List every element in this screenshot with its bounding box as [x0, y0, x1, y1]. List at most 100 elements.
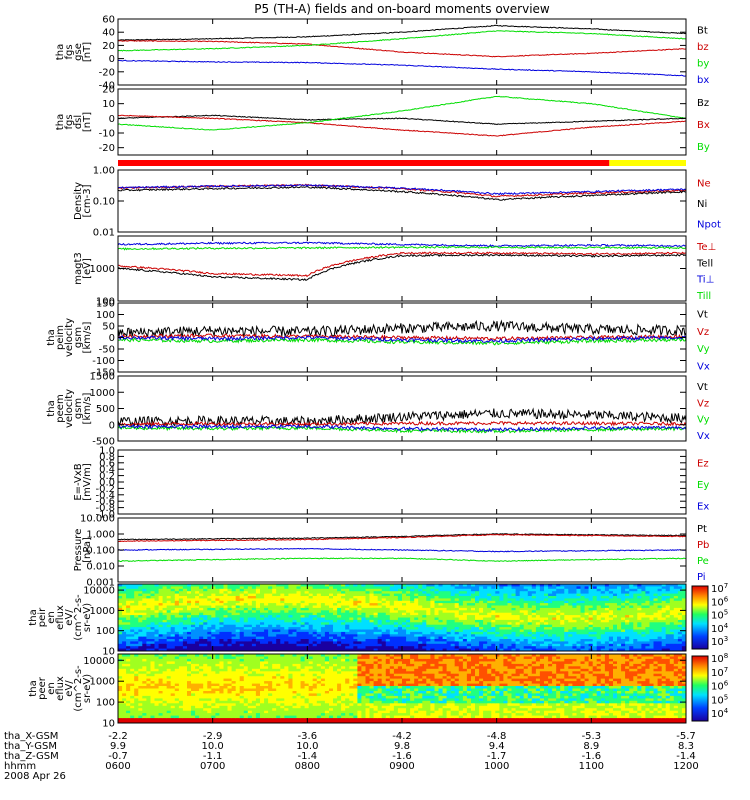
heatmap-9-cell [369, 643, 375, 647]
heatmap-9-cell [596, 622, 602, 626]
heatmap-9-cell [284, 641, 289, 645]
heatmap-9-cell [134, 584, 139, 587]
heatmap-9-cell [572, 634, 577, 638]
heatmap-9-cell [239, 598, 245, 602]
heatmap-10-cell [174, 713, 180, 717]
heatmap-9-cell [596, 615, 602, 618]
heatmap-9-cell [268, 619, 273, 623]
heatmap-10-cell [195, 661, 200, 665]
heatmap-9-cell [495, 591, 500, 595]
heatmap-9-cell [483, 624, 488, 628]
heatmap-9-cell [523, 607, 529, 611]
heatmap-9-cell [596, 641, 602, 645]
heatmap-9-cell [134, 622, 139, 626]
panel-1-ylabel-line: [nT] [82, 42, 93, 62]
heatmap-10-cell [215, 658, 220, 662]
heatmap-9-cell [519, 629, 525, 633]
heatmap-9-cell [503, 634, 508, 638]
heatmap-9-cell [454, 636, 460, 640]
heatmap-9-cell [296, 605, 302, 609]
heatmap-9-cell [329, 643, 334, 647]
heatmap-9-cell [402, 629, 407, 633]
heatmap-10-cell [134, 681, 139, 685]
heatmap-9-cell [304, 593, 310, 597]
heatmap-10-cell [122, 681, 127, 685]
heatmap-9-cell [653, 639, 659, 642]
heatmap-9-cell [402, 622, 407, 626]
heatmap-9-cell [166, 603, 172, 606]
heatmap-9-cell [527, 617, 533, 621]
heatmap-9-cell [515, 624, 521, 628]
heatmap-9-cell [625, 629, 630, 633]
heatmap-9-cell [462, 641, 468, 645]
heatmap-9-cell [341, 629, 346, 633]
heatmap-10-cell [211, 663, 216, 667]
heatmap-9-cell [223, 636, 229, 640]
heatmap-10-cell [182, 678, 188, 682]
heatmap-9-cell [669, 591, 675, 595]
heatmap-9-cell [304, 615, 310, 618]
heatmap-9-cell [272, 629, 277, 633]
legend-8-Pe: Pe [697, 556, 709, 567]
heatmap-9-cell [552, 643, 557, 647]
heatmap-9-cell [604, 593, 610, 597]
heatmap-9-cell [410, 615, 415, 618]
heatmap-9-cell [527, 646, 533, 650]
heatmap-10-cell [215, 686, 220, 689]
heatmap-9-cell [576, 629, 582, 633]
heatmap-9-cell [572, 631, 577, 635]
heatmap-10-cell [138, 678, 143, 682]
heatmap-9-cell [519, 624, 525, 628]
heatmap-9-cell [434, 591, 440, 595]
heatmap-10-cell [126, 656, 131, 660]
heatmap-9-cell [483, 622, 488, 626]
heatmap-9-cell [592, 641, 598, 645]
heatmap-9-cell [633, 586, 638, 590]
heatmap-10-cell [162, 688, 168, 692]
heatmap-10-cell [187, 698, 192, 702]
heatmap-9-cell [552, 591, 557, 595]
heatmap-9-cell [150, 648, 156, 652]
heatmap-9-cell [495, 615, 500, 618]
heatmap-9-cell [174, 588, 180, 592]
heatmap-9-cell [122, 636, 127, 640]
heatmap-9-cell [560, 591, 565, 595]
heatmap-10-cell [154, 718, 160, 722]
heatmap-9-cell [511, 619, 517, 623]
heatmap-9-cell [377, 591, 383, 595]
heatmap-9-cell [223, 639, 229, 642]
heatmap-9-cell [604, 584, 610, 587]
heatmap-9-cell [462, 607, 468, 611]
heatmap-9-cell [324, 607, 330, 611]
heatmap-10-cell [170, 708, 176, 712]
heatmap-9-cell [487, 631, 492, 635]
heatmap-9-cell [665, 610, 671, 614]
heatmap-9-cell [495, 636, 500, 640]
heatmap-9-cell [272, 584, 277, 587]
heatmap-9-cell [268, 639, 273, 642]
heatmap-9-cell [677, 624, 683, 628]
heatmap-10-cell [195, 698, 200, 702]
heatmap-9-cell [385, 639, 391, 642]
heatmap-9-cell [276, 619, 281, 623]
heatmap-9-cell [397, 612, 403, 616]
heatmap-9-cell [312, 605, 318, 609]
heatmap-10-cell [195, 720, 200, 724]
heatmap-9-cell [122, 617, 127, 621]
heatmap-10-cell [174, 710, 180, 714]
heatmap-9-cell [146, 588, 151, 592]
heatmap-9-cell [625, 588, 630, 592]
heatmap-10-cell [150, 691, 156, 694]
heatmap-9-cell [617, 605, 622, 609]
heatmap-9-cell [466, 629, 472, 633]
heatmap-10-cell [182, 681, 188, 685]
heatmap-9-cell [349, 610, 354, 614]
heatmap-9-cell [487, 634, 492, 638]
heatmap-10-cell [146, 700, 151, 704]
heatmap-9-cell [637, 586, 642, 590]
heatmap-9-cell [118, 603, 123, 606]
heatmap-9-cell [657, 624, 663, 628]
heatmap-10-cell [142, 703, 147, 707]
heatmap-10-cell [195, 703, 200, 707]
heatmap-9-cell [166, 617, 172, 621]
